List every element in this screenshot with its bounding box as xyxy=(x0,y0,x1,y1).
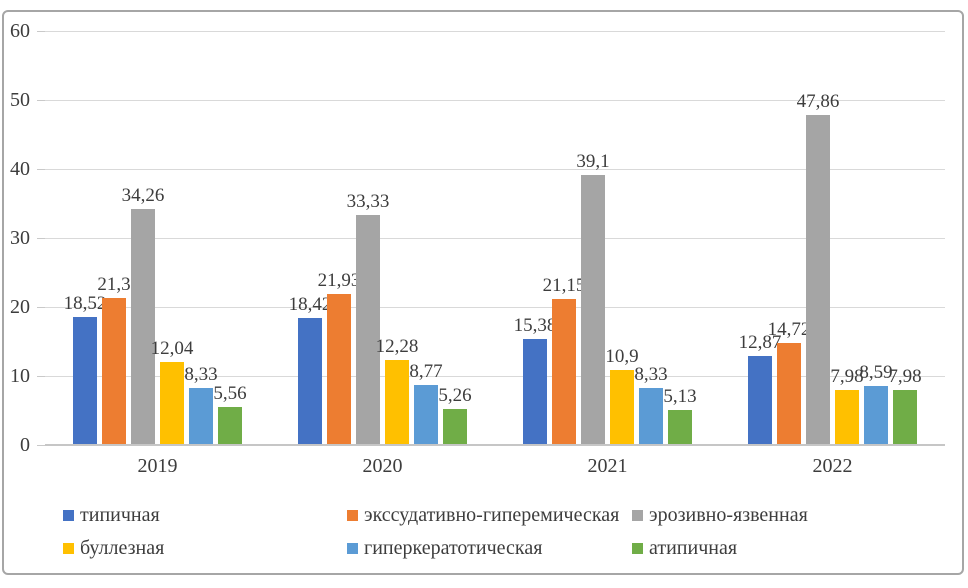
y-axis-tick xyxy=(37,307,45,308)
bar: 21,3 xyxy=(97,275,131,445)
legend-item: буллезная xyxy=(63,538,164,558)
bar: 8,59 xyxy=(859,363,893,445)
x-category-label: 2022 xyxy=(812,455,853,477)
y-tick-label: 10 xyxy=(10,365,30,387)
y-axis-tick xyxy=(37,100,45,101)
legend-label: экссудативно-гиперемическая xyxy=(364,504,620,526)
y-axis-tick xyxy=(37,169,45,170)
bar-value-label: 7,98 xyxy=(830,365,864,387)
bar: 8,33 xyxy=(634,365,668,445)
bar-value-label: 12,87 xyxy=(738,332,782,354)
x-category-label: 2020 xyxy=(362,455,403,477)
bar-value-label: 8,33 xyxy=(634,363,668,385)
legend-item: атипичная xyxy=(632,538,737,558)
y-tick-label: 40 xyxy=(10,158,30,180)
legend-swatch-orange xyxy=(347,510,358,521)
bar-value-label: 21,15 xyxy=(542,275,586,297)
legend-item: эрозивно-язвенная xyxy=(632,505,808,525)
bar: 5,56 xyxy=(213,384,247,445)
bar-value-label: 10,9 xyxy=(605,345,639,367)
bar-value-label: 5,26 xyxy=(438,384,472,406)
bar: 33,33 xyxy=(347,192,389,445)
bar-value-label: 5,13 xyxy=(663,385,697,407)
legend-item: гиперкератотическая xyxy=(347,538,542,558)
bar-value-label: 8,59 xyxy=(859,361,893,383)
bar: 34,26 xyxy=(122,186,164,445)
gridline xyxy=(45,376,945,377)
bar: 18,42 xyxy=(289,295,331,445)
legend-item: экссудативно-гиперемическая xyxy=(347,505,619,525)
gridline xyxy=(45,100,945,101)
legend-swatch-gray xyxy=(632,510,643,521)
bar-value-label: 8,33 xyxy=(184,363,218,385)
bar-value-label: 34,26 xyxy=(121,184,165,206)
legend-label: гиперкератотическая xyxy=(364,537,543,559)
legend-label: атипичная xyxy=(649,537,738,559)
bar: 47,86 xyxy=(797,92,839,445)
bar: 12,87 xyxy=(739,333,781,445)
bar-group-2021: 15,38 21,15 39,1 10,9 8,33 5,13 xyxy=(495,31,720,445)
gridline xyxy=(45,169,945,170)
bar: 5,13 xyxy=(663,387,697,445)
legend-label: эрозивно-язвенная xyxy=(649,504,808,526)
y-tick-label: 50 xyxy=(10,89,30,111)
y-axis-tick xyxy=(37,31,45,32)
legend-label: типичная xyxy=(80,504,160,526)
bar-value-label: 18,42 xyxy=(288,293,332,315)
bar: 7,98 xyxy=(830,367,864,445)
bar: 7,98 xyxy=(888,367,922,445)
bar-value-label: 12,04 xyxy=(150,337,194,359)
bar: 8,77 xyxy=(409,362,443,445)
x-category-label: 2021 xyxy=(587,455,628,477)
bar: 21,93 xyxy=(318,271,360,445)
bar-value-label: 14,72 xyxy=(767,319,811,341)
bar-value-label: 15,38 xyxy=(513,314,557,336)
y-axis-tick xyxy=(37,445,45,446)
bar: 12,28 xyxy=(376,337,418,445)
bar-value-label: 21,3 xyxy=(97,274,131,296)
gridline xyxy=(45,307,945,308)
gridline xyxy=(45,238,945,239)
y-axis-tick xyxy=(37,376,45,377)
bar-value-label: 21,93 xyxy=(317,269,361,291)
legend-item: типичная xyxy=(63,505,160,525)
bar-value-label: 18,52 xyxy=(63,293,107,315)
legend-swatch-yellow xyxy=(63,543,74,554)
bar-value-label: 5,56 xyxy=(213,382,247,404)
bar: 12,04 xyxy=(151,339,193,445)
bar: 39,1 xyxy=(576,152,610,445)
bar: 21,15 xyxy=(543,276,585,445)
bar-group-2019: 18,52 21,3 34,26 12,04 8,33 5,56 xyxy=(45,31,270,445)
x-axis-line xyxy=(45,444,945,446)
bar-group-2022: 12,87 14,72 47,86 7,98 8,59 7,98 xyxy=(720,31,945,445)
gridline xyxy=(45,31,945,32)
bar: 15,38 xyxy=(514,316,556,445)
bar-value-label: 7,98 xyxy=(888,365,922,387)
bar: 18,52 xyxy=(64,294,106,445)
legend-swatch-blue xyxy=(63,510,74,521)
legend-swatch-lightblue xyxy=(347,543,358,554)
legend-swatch-green xyxy=(632,543,643,554)
legend-label: буллезная xyxy=(80,537,165,559)
y-tick-label: 20 xyxy=(10,296,30,318)
bar: 8,33 xyxy=(184,365,218,445)
bar-value-label: 8,77 xyxy=(409,360,443,382)
bar-value-label: 33,33 xyxy=(346,191,390,213)
bar: 10,9 xyxy=(605,347,639,445)
bar-group-2020: 18,42 21,93 33,33 12,28 8,77 5,26 xyxy=(270,31,495,445)
bar: 14,72 xyxy=(768,320,810,445)
chart-frame-border xyxy=(2,10,964,575)
y-tick-label: 0 xyxy=(20,434,30,456)
bar-value-label: 12,28 xyxy=(375,336,419,358)
y-tick-label: 30 xyxy=(10,227,30,249)
y-tick-label: 60 xyxy=(10,20,30,42)
bar: 5,26 xyxy=(438,386,472,445)
x-category-label: 2019 xyxy=(137,455,178,477)
y-axis-tick xyxy=(37,238,45,239)
bar-value-label: 39,1 xyxy=(576,151,610,173)
bar-value-label: 47,86 xyxy=(796,90,840,112)
